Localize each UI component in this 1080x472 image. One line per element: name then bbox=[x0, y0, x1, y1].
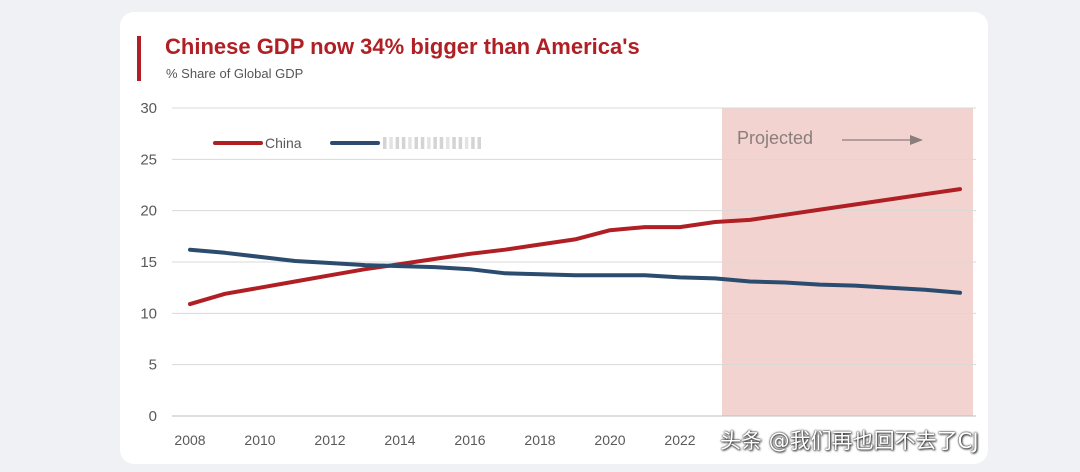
legend-item-china-label: China bbox=[265, 135, 302, 151]
y-axis: 0 5 10 15 20 25 30 bbox=[140, 100, 157, 425]
y-tick-label: 15 bbox=[140, 254, 157, 271]
obscured-glyph bbox=[433, 137, 437, 149]
projection-label: Projected bbox=[737, 128, 813, 148]
obscured-glyph bbox=[446, 137, 450, 149]
y-tick-label: 30 bbox=[140, 100, 157, 117]
x-tick-label: 2020 bbox=[594, 432, 625, 448]
obscured-glyph bbox=[401, 137, 406, 149]
obscured-glyph bbox=[395, 137, 400, 149]
y-tick-label: 5 bbox=[149, 357, 157, 374]
y-tick-label: 25 bbox=[140, 151, 157, 168]
obscured-glyph bbox=[408, 137, 412, 149]
obscured-glyph bbox=[383, 137, 387, 149]
x-tick-label: 2014 bbox=[384, 432, 415, 448]
x-tick-label: 2016 bbox=[454, 432, 485, 448]
china-series-line bbox=[188, 187, 962, 307]
y-tick-label: 10 bbox=[140, 305, 157, 322]
projection-arrow-head bbox=[910, 135, 923, 145]
obscured-glyph bbox=[452, 137, 456, 149]
x-tick-label: 2008 bbox=[174, 432, 205, 448]
series-lines bbox=[188, 187, 962, 307]
chart-subtitle: % Share of Global GDP bbox=[166, 66, 304, 81]
y-tick-label: 0 bbox=[149, 408, 157, 425]
legend: China bbox=[213, 135, 481, 151]
x-tick-label: 2018 bbox=[524, 432, 555, 448]
obscured-glyph bbox=[389, 137, 393, 149]
gridlines bbox=[172, 107, 976, 417]
x-axis: 2008 2010 2012 2014 2016 2018 2020 2022 bbox=[174, 432, 695, 448]
watermark-text: 头条 @我们再也回不去了CJ bbox=[720, 429, 979, 453]
second-series-line bbox=[188, 247, 962, 295]
title-accent-bar bbox=[137, 36, 141, 81]
obscured-glyph bbox=[420, 137, 425, 149]
obscured-glyph bbox=[477, 137, 481, 149]
obscured-glyph bbox=[439, 137, 444, 149]
x-tick-label: 2012 bbox=[314, 432, 345, 448]
chart-title: Chinese GDP now 34% bigger than America'… bbox=[165, 34, 640, 59]
obscured-glyph bbox=[427, 137, 431, 149]
legend-item-series-2-obscured-label bbox=[383, 137, 481, 149]
obscured-glyph bbox=[414, 137, 418, 149]
y-tick-label: 20 bbox=[140, 203, 157, 220]
obscured-glyph bbox=[471, 137, 475, 149]
obscured-glyph bbox=[458, 137, 463, 149]
obscured-glyph bbox=[464, 137, 469, 149]
x-tick-label: 2010 bbox=[244, 432, 275, 448]
x-tick-label: 2022 bbox=[664, 432, 695, 448]
